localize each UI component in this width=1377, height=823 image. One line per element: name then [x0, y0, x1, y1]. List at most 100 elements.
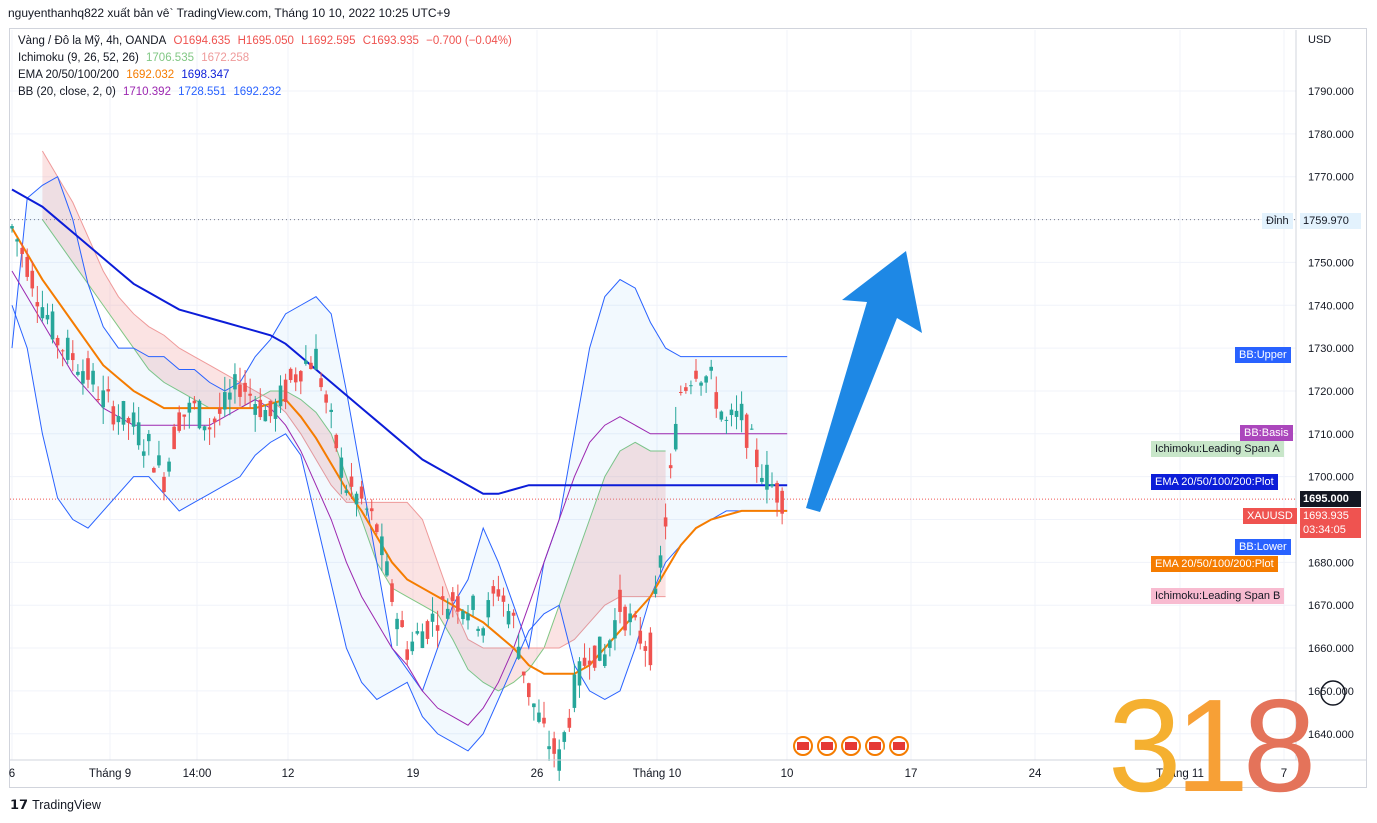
candle-body: [734, 410, 739, 417]
candle-body: [694, 370, 698, 379]
candle-body: [679, 392, 683, 394]
symbol-name[interactable]: Vàng / Đô la Mỹ, 4h, OANDA: [18, 35, 167, 47]
tradingview-footer[interactable]: 𝟭𝟳 TradingView: [10, 797, 101, 813]
candle-body: [35, 302, 40, 307]
candle-body: [390, 583, 394, 602]
candle-body: [714, 392, 719, 409]
legend-symbol: Vàng / Đô la Mỹ, 4h, OANDA O1694.635 H16…: [18, 35, 516, 47]
candle-body: [648, 632, 653, 666]
candle-body: [658, 555, 663, 568]
candle-body: [663, 517, 668, 527]
bb-basis-line: [11, 270, 788, 726]
candle-body: [349, 476, 354, 487]
candle-body: [293, 374, 298, 383]
bb-v2: 1728.551: [178, 86, 227, 98]
candle-body: [603, 654, 607, 666]
bb-lower-line: [11, 305, 788, 752]
change-value: −0.700 (−0.04%): [426, 35, 512, 47]
candle-body: [86, 358, 90, 380]
candle-body: [613, 620, 617, 639]
watermark-318: 318: [1108, 672, 1316, 819]
low-value: L1692.595: [301, 35, 356, 47]
candle-body: [60, 350, 65, 352]
legend-ema[interactable]: EMA 20/50/100/200 1692.032 1698.347: [18, 69, 233, 81]
candle-body: [451, 592, 455, 602]
event-flag-icon: [869, 742, 881, 750]
ema-slow-line: [11, 188, 788, 495]
candle-body: [527, 683, 531, 698]
up-arrow: [806, 251, 922, 512]
candle-body: [532, 703, 536, 708]
candle-body: [207, 427, 212, 430]
projection-arrow: [793, 251, 922, 756]
candle-body: [760, 477, 764, 482]
candle-body: [496, 589, 501, 597]
candle-body: [202, 426, 207, 431]
candle-body: [309, 362, 313, 370]
legend-ichimoku[interactable]: Ichimoku (9, 26, 52, 26) 1706.535 1672.2…: [18, 52, 253, 64]
candle-body: [223, 392, 227, 410]
candle-body: [709, 366, 713, 371]
time-tick-label: 19: [407, 768, 420, 780]
candle-body: [400, 620, 404, 627]
candle-body: [673, 423, 678, 450]
candle-body: [45, 314, 50, 320]
candle-body: [50, 311, 55, 340]
candle-body: [197, 400, 202, 429]
candle-body: [65, 337, 70, 360]
time-tick-label: 26: [531, 768, 544, 780]
bb-lower-badge: BB:Lower: [1235, 539, 1291, 555]
candle-body: [552, 738, 556, 754]
candle-body: [471, 595, 475, 610]
candle-body: [101, 390, 105, 408]
candle-body: [121, 401, 126, 425]
candle-body: [81, 371, 85, 384]
candle-body: [587, 660, 592, 665]
candle-body: [744, 414, 749, 448]
candle-body: [268, 400, 273, 417]
legend-bb[interactable]: BB (20, close, 2, 0) 1710.392 1728.551 1…: [18, 86, 285, 98]
candle-body: [182, 414, 187, 417]
time-tick-label: 12: [282, 768, 295, 780]
candle-body: [456, 596, 460, 612]
candle-body: [486, 600, 491, 618]
price-tick-label: 1750.000: [1308, 257, 1354, 269]
candle-body: [689, 385, 693, 387]
candle-body: [547, 746, 551, 750]
candle-body: [20, 247, 24, 255]
candle-body: [501, 595, 506, 602]
candle-body: [334, 434, 339, 449]
ichimoku-v1: 1706.535: [146, 52, 194, 64]
candle-body: [699, 382, 703, 386]
candle-body: [415, 631, 420, 634]
candle-body: [278, 385, 283, 407]
candle-body: [238, 384, 242, 397]
candle-body: [704, 376, 708, 383]
candle-body: [319, 378, 323, 388]
candle-body: [628, 613, 632, 623]
event-flag-icon: [893, 742, 905, 750]
candle-body: [339, 457, 344, 478]
candle-body: [765, 464, 769, 490]
tradingview-logo-icon: 𝟭𝟳: [10, 797, 29, 812]
candle-body: [618, 589, 622, 612]
time-tick-label: 7: [1281, 768, 1287, 780]
ema-plot2-badge: EMA 20/50/100/200:Plot: [1151, 556, 1278, 572]
price-tick-label: 1770.000: [1308, 172, 1354, 184]
price-tick-label: 1660.000: [1308, 643, 1354, 655]
candle-body: [369, 508, 374, 512]
candle-body: [638, 630, 643, 644]
candle-body: [623, 606, 627, 631]
bollinger-fill: [12, 176, 788, 751]
candle-body: [780, 490, 784, 514]
candle-body: [395, 618, 399, 630]
time-tick-label: Tháng 9: [89, 768, 131, 780]
candle-body: [273, 402, 278, 419]
candle-body: [15, 239, 19, 242]
price-tick-label: 1740.000: [1308, 300, 1354, 312]
footer-brand: TradingView: [32, 798, 101, 812]
clock-icon: [1320, 680, 1346, 706]
candle-body: [592, 645, 597, 668]
candle-body: [344, 490, 349, 493]
candle-body: [430, 613, 435, 622]
